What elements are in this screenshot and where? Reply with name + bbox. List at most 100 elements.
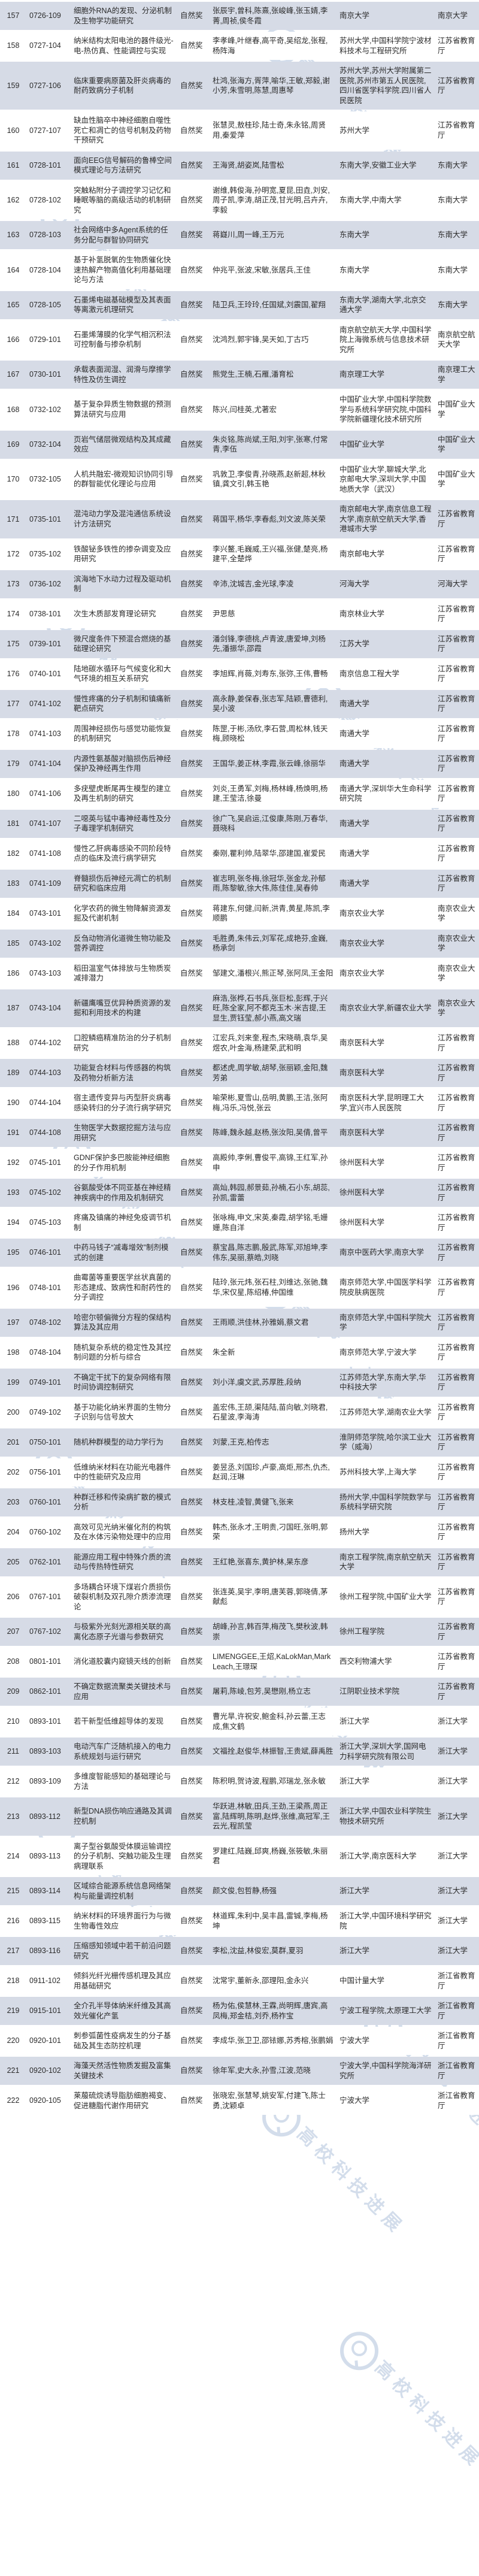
project-code: 0739-101	[26, 629, 71, 658]
institutions: 浙江大学,深圳大学,国网电力科学研究院有限公司	[336, 1737, 435, 1766]
project-title: 反刍动物消化道微生物功能及营养调控	[71, 929, 177, 958]
project-title: 谷氨酸受体不同亚基在神经精神疾病中的作用及机制研究	[71, 1179, 177, 1207]
institutions: 浙江大学	[336, 1877, 435, 1905]
contributors: 仲兆平,张波,宋敏,张居兵,王佳	[210, 251, 336, 289]
award-type: 自然奖	[177, 1997, 210, 2025]
row-number: 219	[0, 1997, 26, 2025]
institutions: 南京林业大学	[336, 600, 435, 628]
contributors: 陈积明,贺诗波,程鹏,邓瑞龙,张永敏	[210, 1767, 336, 1796]
project-title: 突触粘附分子调控学习记忆和睡眠等脑的高级活动的机制研究	[71, 181, 177, 219]
recommender: 江苏省教育厅	[435, 1488, 479, 1516]
award-type: 自然奖	[177, 629, 210, 658]
recommender: 东南大学	[435, 151, 479, 180]
award-type: 自然奖	[177, 430, 210, 459]
row-number: 157	[0, 2, 26, 30]
project-title: 口腔鳞癌精准防治的分子机制研究	[71, 1029, 177, 1057]
table-row: 187 0743-104 新疆鹰嘴豆优异种质资源的发掘和利用技术的构建 自然奖 …	[0, 989, 479, 1027]
award-type: 自然奖	[177, 1907, 210, 1935]
table-row: 210 0893-101 若干新型低维超导体的发现 自然奖 曹光旱,许祝安,鲍金…	[0, 1708, 479, 1736]
award-type: 自然奖	[177, 989, 210, 1027]
table-row: 220 0920-101 刺参弧菌性疫病发生的分子基础及其生态防控机理 自然奖 …	[0, 2027, 479, 2055]
award-type: 自然奖	[177, 899, 210, 928]
row-number: 213	[0, 1797, 26, 1836]
project-code: 0746-101	[26, 1239, 71, 1267]
table-row: 166 0729-101 石墨烯薄膜的化学气相沉积法可控制备与掺杂机制 自然奖 …	[0, 320, 479, 359]
contributors: 杨为佑,侯慧林,王霖,尚明辉,唐宾,高凤梅,郑金桔,刘乔,杨祚宝	[210, 1997, 336, 2025]
recommender: 江苏省教育厅	[435, 1618, 479, 1646]
institutions: 南通大学	[336, 869, 435, 898]
contributors: 胡峰,孙言,韩百萍,梅茂飞,樊秋波,韩崇	[210, 1618, 336, 1646]
contributors: 蔡宝昌,陈志鹏,殷武,陈军,邓旭坤,李伟东,吴丽,蔡皓,刘晓	[210, 1239, 336, 1267]
recommender: 江苏省教育厅	[435, 540, 479, 568]
table-row: 158 0727-104 纳米结构太阳电池的器件级光-电-热仿真、性能调控与实现…	[0, 32, 479, 60]
project-code: 0893-116	[26, 1937, 71, 1965]
contributors: 崔志明,张冬梅,徐冠华,张金龙,孙郁雨,陈黎敏,徐大伟,陈佳佳,吴春帅	[210, 869, 336, 898]
table-row: 178 0741-103 周围神经损伤与感觉功能恢复的机制研究 自然奖 陈罡,于…	[0, 719, 479, 748]
row-number: 215	[0, 1877, 26, 1905]
contributors: 辛沛,沈城吉,金光球,李凌	[210, 570, 336, 598]
contributors: 王雨顺,洪佳林,孙雅娟,蔡文君	[210, 1308, 336, 1337]
project-title: 社会网络中多Agent系统的任务分配与群智协同研究	[71, 221, 177, 249]
recommender: 江苏省教育厅	[435, 1398, 479, 1427]
recommender: 江苏省教育厅	[435, 1239, 479, 1267]
project-code: 0893-103	[26, 1737, 71, 1766]
table-row: 182 0741-108 慢性乙肝病毒感染不同阶段特点的临床及流行病学研究 自然…	[0, 839, 479, 868]
project-code: 0893-114	[26, 1877, 71, 1905]
table-row: 199 0749-101 不确定干扰下的复杂网络有限时间协调控制研究 自然奖 刘…	[0, 1368, 479, 1397]
award-type: 自然奖	[177, 1338, 210, 1367]
institutions: 南通大学,深圳华大生命科学研究院	[336, 779, 435, 808]
recommender: 江苏省教育厅	[435, 719, 479, 748]
row-number: 208	[0, 1648, 26, 1676]
project-title: 随机复杂系统的稳定性及其控制问题的分析与综合	[71, 1338, 177, 1367]
awards-table-body: 157 0726-109 细胞外RNA的发现、分泌机制及生物学功能研究 自然奖 …	[0, 2, 479, 2115]
project-code: 0741-102	[26, 689, 71, 718]
institutions: 苏州科技大学,上海大学	[336, 1458, 435, 1487]
recommender: 江苏省教育厅	[435, 1179, 479, 1207]
institutions: 江苏师范大学,湖南农业大学	[336, 1398, 435, 1427]
contributors: 陈罡,于彬,汤欣,李石营,周松林,钱天梅,顾晓松	[210, 719, 336, 748]
project-code: 0736-102	[26, 570, 71, 598]
recommender: 浙江省教育厅	[435, 2057, 479, 2085]
recommender: 东南大学	[435, 251, 479, 289]
project-title: 不确定数据流聚类关键技术与应用	[71, 1678, 177, 1706]
project-title: 疼痛及镇痛的神经免疫调节机制	[71, 1209, 177, 1237]
project-code: 0911-102	[26, 1967, 71, 1995]
institutions: 南京工程学院,南京航空航天大学	[336, 1548, 435, 1576]
institutions: 南通大学	[336, 839, 435, 868]
award-type: 自然奖	[177, 689, 210, 718]
row-number: 218	[0, 1967, 26, 1995]
institutions: 南京信息工程大学	[336, 659, 435, 688]
award-type: 自然奖	[177, 1239, 210, 1267]
row-number: 202	[0, 1458, 26, 1487]
award-type: 自然奖	[177, 1149, 210, 1177]
row-number: 221	[0, 2057, 26, 2085]
recommender: 河海大学	[435, 570, 479, 598]
contributors: 蒋国平,杨华,李春彪,刘文波,陈关荣	[210, 500, 336, 538]
project-code: 0762-101	[26, 1548, 71, 1576]
table-row: 164 0728-104 基于补氢脱氧的生物质催化快速热解产物高值化利用基础理论…	[0, 251, 479, 289]
project-code: 0735-101	[26, 500, 71, 538]
row-number: 209	[0, 1678, 26, 1706]
contributors: 朱炎铭,陈尚斌,王阳,刘宇,张寒,付常青,李伍	[210, 430, 336, 459]
award-type: 自然奖	[177, 1308, 210, 1337]
contributors: 张辰宇,曾科,陈熹,张峻峰,张玉婧,李菁,周祯,侯冬霞	[210, 2, 336, 30]
project-title: 面向EEG信号解码的鲁棒空间模式理论与方法研究	[71, 151, 177, 180]
institutions: 南京大学	[336, 2, 435, 30]
contributors: 高永静,姜保春,张志军,陆颖,曹德利,吴小波	[210, 689, 336, 718]
award-type: 自然奖	[177, 2087, 210, 2115]
project-code: 0729-101	[26, 320, 71, 359]
award-type: 自然奖	[177, 1618, 210, 1646]
recommender: 江苏省教育厅	[435, 1458, 479, 1487]
table-row: 203 0760-101 种群迁移和传染病扩散的模式分析 自然奖 林支桂,凌智,…	[0, 1488, 479, 1516]
table-row: 184 0743-101 化学农药的微生物降解资源发掘及代谢机制 自然奖 蒋建东…	[0, 899, 479, 928]
table-row: 219 0915-101 全介孔半导体纳米纤维及其高效光催化产氢 自然奖 杨为佑…	[0, 1997, 479, 2025]
contributors: 屠莉,陈崚,包芳,吴懋刚,杨立志	[210, 1678, 336, 1706]
project-title: GDNF保护多巴胺能神经细胞的分子作用机制	[71, 1149, 177, 1177]
row-number: 169	[0, 430, 26, 459]
project-code: 0730-101	[26, 361, 71, 389]
contributors: 张慧灵,敖桂珍,陆士奇,朱永铭,周贤用,秦爱萍	[210, 111, 336, 150]
project-title: 能源应用工程中特殊介质的流动与传热特性研究	[71, 1548, 177, 1576]
table-row: 217 0893-116 压缩感知领域中若干前沿问题研究 自然奖 李松,沈益,林…	[0, 1937, 479, 1965]
contributors: 陈峰,魏永越,赵杨,张汝阳,吴倩,曾平	[210, 1119, 336, 1147]
contributors: 朱全新	[210, 1338, 336, 1367]
